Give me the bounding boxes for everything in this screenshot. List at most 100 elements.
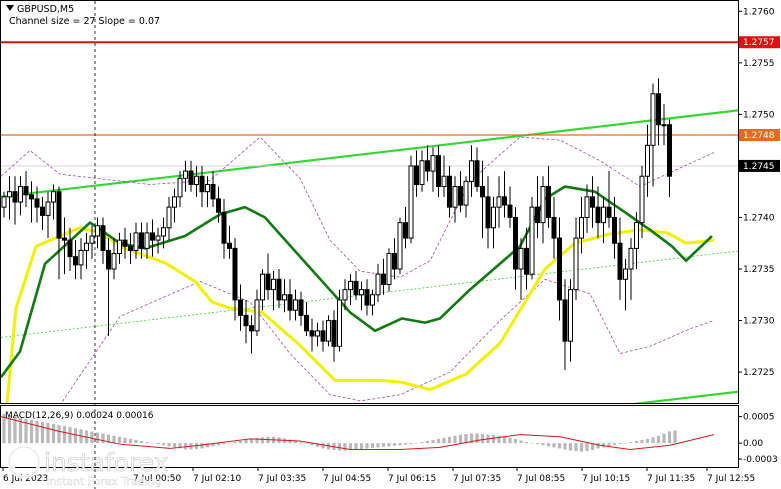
macd-histogram-bar <box>568 443 573 451</box>
candle <box>606 171 612 228</box>
candle <box>29 181 34 223</box>
macd-histogram-bar <box>629 442 633 444</box>
candle <box>45 191 51 239</box>
candle <box>282 279 287 313</box>
macd-histogram-bar <box>46 422 50 444</box>
macd-histogram-bar <box>260 437 265 444</box>
candle-body-up <box>166 206 172 229</box>
price-tick-label: 1.2755 <box>743 59 775 69</box>
candle-body-up <box>650 93 656 146</box>
current-price-tag-label: 1.2745 <box>743 162 775 172</box>
candle-body-down <box>590 196 595 208</box>
candle <box>249 315 254 354</box>
candle-body-down <box>612 216 617 244</box>
candle-body-up <box>601 206 606 224</box>
candle <box>216 186 221 223</box>
candle <box>381 258 386 295</box>
candle-body-down <box>535 206 540 224</box>
candle-body-up <box>111 253 117 270</box>
level-tag-label: 1.2748 <box>743 131 775 141</box>
candle-body-down <box>216 198 221 213</box>
macd-histogram-bar <box>425 441 430 444</box>
macd-histogram-bar <box>62 426 67 444</box>
candle-body-down <box>298 299 304 316</box>
macd-tick-label: 0.00 <box>743 439 763 449</box>
candle <box>238 284 243 331</box>
candle <box>95 217 100 249</box>
candle-body-up <box>155 235 161 241</box>
candle-body-down <box>551 216 557 239</box>
logo-brand-text: instaforex <box>44 448 169 477</box>
candle-body-down <box>232 247 238 301</box>
candle-body-down <box>106 249 111 270</box>
macd-histogram-bar <box>475 433 479 444</box>
macd-histogram-bar <box>150 443 155 444</box>
macd-histogram-bar <box>436 438 441 444</box>
candle <box>645 124 650 197</box>
candle <box>144 222 150 259</box>
macd-histogram-bar <box>13 416 17 444</box>
candle <box>639 165 645 239</box>
macd-signal-line <box>1 416 715 450</box>
candle-body-down <box>507 204 513 218</box>
candle <box>414 150 419 197</box>
macd-histogram-bar <box>337 443 342 451</box>
candle <box>67 227 73 272</box>
candle <box>656 78 661 146</box>
candle-body-down <box>513 216 518 270</box>
candle-body-up <box>518 247 524 270</box>
price-tick-label: 1.2740 <box>743 213 775 223</box>
macd-histogram-bar <box>607 443 611 447</box>
candle <box>320 320 326 352</box>
candle <box>177 171 183 208</box>
macd-histogram-bar <box>398 443 402 446</box>
macd-histogram-bar <box>513 438 518 444</box>
macd-tick-label: 0.0005 <box>743 413 775 423</box>
macd-histogram-bar <box>557 443 562 449</box>
macd-histogram-bar <box>348 443 353 451</box>
candle <box>375 263 381 302</box>
macd-histogram-bar <box>673 430 677 444</box>
candle-body-down <box>436 155 441 188</box>
time-axis: 6 Jul 2023 7 Jul 00:50 7 Jul 02:10 7 Jul 03… <box>2 467 755 484</box>
candle <box>166 196 172 241</box>
candle-body-up <box>51 191 56 203</box>
candle-body-down <box>381 273 386 285</box>
price-axis: 1.2760 1.2755 1.2750 1.2745 1.2740 1.2735 1.27… <box>738 7 780 465</box>
time-tick-label: 6 Jul 2023 <box>3 474 48 484</box>
candle-body-down <box>62 237 67 241</box>
candle <box>276 269 282 309</box>
macd-histogram-bar <box>480 434 485 444</box>
macd-histogram-bar <box>29 419 34 444</box>
candle-body-up <box>254 299 260 332</box>
macd-histogram-bar <box>376 443 380 448</box>
candle <box>496 176 502 228</box>
candle-body-up <box>645 144 650 177</box>
macd-histogram-bar <box>502 436 507 444</box>
macd-histogram-bar <box>403 443 408 445</box>
candle <box>590 176 595 228</box>
macd-histogram-bar <box>161 443 166 446</box>
candle-body-up <box>375 273 381 296</box>
candle-body-down <box>276 278 282 301</box>
candle <box>56 186 62 280</box>
level-tag <box>739 129 780 141</box>
macd-histogram-bar <box>299 442 303 444</box>
macd-histogram-bar <box>68 427 72 444</box>
macd-histogram-bar <box>546 443 551 447</box>
dropdown-triangle-icon <box>6 5 14 11</box>
candle <box>364 279 370 316</box>
candle <box>485 176 491 249</box>
candle <box>304 301 309 336</box>
candle <box>89 225 95 259</box>
candle <box>359 281 364 311</box>
candle-body-down <box>40 206 45 216</box>
macd-histogram-bar <box>211 443 215 447</box>
candle-body-up <box>95 225 100 237</box>
candle-body-up <box>7 191 12 198</box>
macd-plot-area <box>1 413 715 452</box>
macd-histogram-bar <box>447 436 452 444</box>
candle <box>348 274 353 306</box>
candle <box>463 176 469 218</box>
macd-histogram-bar <box>233 442 237 444</box>
